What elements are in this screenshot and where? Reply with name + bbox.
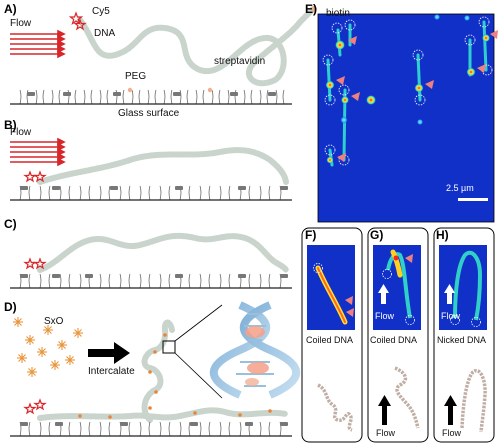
- panel-label-f: F): [305, 228, 317, 242]
- panel-label-e: E): [305, 2, 317, 16]
- panel-f-image: [307, 245, 355, 330]
- pink-arrowhead-markers: [336, 30, 498, 162]
- sxo-label: SxO: [44, 316, 64, 327]
- intercalate-arrow-icon: [88, 342, 130, 364]
- panel-h-schematic: [460, 368, 487, 433]
- sxo-dye-icons: [13, 317, 83, 377]
- flow-label-h-schematic: Flow: [442, 428, 462, 438]
- flow-arrows-b: [10, 137, 66, 167]
- dna-strand-a: [77, 5, 317, 87]
- dna-helix-zoom: [209, 301, 301, 399]
- cy5-star-icons: [68, 11, 87, 31]
- glass-surface-label: Glass surface: [118, 108, 180, 119]
- caption-f: Coiled DNA: [306, 335, 354, 345]
- streptavidin-icons-b: [20, 186, 288, 190]
- streptavidin-icons-d: [20, 422, 288, 426]
- panel-e-image: [317, 13, 498, 223]
- panel-c: [10, 232, 292, 289]
- panel-label-c: C): [4, 217, 17, 231]
- peg-brush-b: [19, 185, 282, 201]
- biotin-label: biotin: [326, 8, 350, 19]
- flow-label-g-schematic: Flow: [376, 428, 396, 438]
- flow-arrows-a: [10, 29, 66, 59]
- panel-fgh-frames: [301, 227, 495, 443]
- bound-dye-dots: [78, 333, 272, 419]
- intercalate-label: Intercalate: [88, 366, 135, 377]
- streptavidin-icons-a: [27, 92, 276, 96]
- caption-g: Coiled DNA: [370, 335, 418, 345]
- scale-bar-label: 2.5 µm: [446, 183, 474, 193]
- panel-label-g: G): [370, 228, 384, 242]
- flow-label-h-image: Flow: [441, 311, 461, 321]
- flow-label-b: Flow: [10, 127, 32, 138]
- zoom-box: [162, 340, 176, 354]
- caption-h: Nicked DNA: [437, 335, 487, 345]
- panel-h-image: [439, 245, 487, 330]
- peg-label: PEG: [125, 71, 147, 82]
- streptavidin-icons-c: [20, 274, 288, 278]
- peg-brush-d: [19, 421, 282, 437]
- dna-strand-d: [141, 319, 175, 423]
- panel-label-d: D): [4, 300, 17, 314]
- dna-label: DNA: [94, 28, 116, 39]
- flow-arrow-h-schematic-icon: [444, 395, 457, 425]
- panel-g-schematic: [394, 366, 420, 429]
- dna-strand-d-lower: [37, 407, 289, 421]
- panel-g-image: [373, 245, 421, 330]
- biotin-surface-icons-a: [127, 87, 213, 93]
- flow-arrow-g-schematic-icon: [378, 395, 391, 425]
- flow-label-g-image: Flow: [375, 311, 395, 321]
- panel-a: [10, 5, 317, 105]
- peg-brush-a: [19, 89, 285, 105]
- biotin-end-icon: [311, 6, 317, 12]
- dna-strand-c: [37, 232, 289, 273]
- panel-d: [10, 301, 301, 437]
- cy5-label: Cy5: [92, 6, 110, 17]
- peg-brush-c: [19, 273, 282, 289]
- panel-b: [10, 137, 292, 201]
- flow-label-a: Flow: [10, 18, 32, 29]
- panel-label-b: B): [4, 118, 17, 132]
- panel-label-h: H): [436, 228, 449, 242]
- panel-label-a: A): [4, 2, 17, 16]
- cy5-star-icons-c: [23, 257, 47, 270]
- fluorescence-spots: [325, 14, 490, 164]
- cy5-star-icons-b: [23, 170, 47, 183]
- scale-bar: [458, 198, 488, 201]
- panel-f-schematic: [317, 383, 353, 432]
- dna-strand-b: [37, 147, 289, 185]
- streptavidin-label: streptavidin: [214, 56, 266, 67]
- cy5-star-icons-d: [23, 398, 47, 415]
